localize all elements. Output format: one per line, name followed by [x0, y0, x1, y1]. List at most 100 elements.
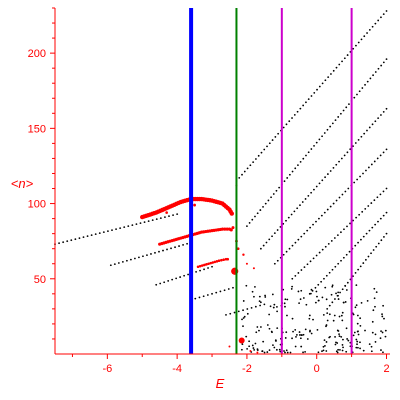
black-point — [174, 246, 176, 249]
axes-layer — [54, 8, 390, 355]
black-point — [254, 305, 257, 308]
black-point — [254, 285, 256, 288]
black-point — [238, 176, 241, 179]
black-point — [380, 239, 383, 242]
black-point — [242, 317, 245, 319]
red-point — [217, 259, 221, 263]
black-point — [385, 10, 388, 12]
black-point — [255, 158, 257, 160]
black-point — [370, 350, 373, 353]
black-point — [291, 117, 293, 119]
black-point — [102, 231, 105, 234]
black-point — [241, 343, 244, 346]
black-point — [330, 293, 333, 296]
black-point — [300, 269, 303, 271]
red-point — [209, 261, 212, 265]
black-point — [329, 170, 332, 172]
black-point — [316, 328, 319, 331]
black-point — [356, 343, 358, 346]
black-point — [283, 180, 286, 183]
black-point — [285, 219, 287, 222]
black-point — [359, 317, 362, 320]
black-point — [294, 328, 297, 331]
black-point — [253, 348, 256, 351]
black-point — [159, 282, 162, 285]
black-point — [263, 148, 266, 151]
red-point — [236, 247, 240, 250]
black-point — [273, 303, 276, 306]
black-point — [302, 157, 305, 160]
black-point — [282, 126, 285, 129]
black-point — [374, 333, 377, 336]
black-point — [175, 277, 178, 280]
black-point — [90, 234, 93, 237]
black-point — [271, 139, 274, 141]
black-point — [337, 291, 340, 294]
black-point — [313, 91, 316, 94]
black-point — [339, 348, 341, 351]
black-point — [341, 60, 343, 63]
y-tick-label: 200 — [28, 48, 46, 60]
black-point — [376, 196, 379, 199]
black-point — [342, 338, 344, 341]
black-point — [131, 224, 134, 227]
black-point — [339, 112, 342, 115]
black-point — [312, 257, 315, 260]
black-point — [355, 284, 358, 286]
x-tick-label: 0 — [314, 363, 320, 375]
black-point — [223, 289, 226, 292]
black-point — [299, 161, 302, 163]
black-point — [260, 151, 263, 154]
black-point — [293, 113, 296, 116]
black-point — [298, 334, 301, 336]
black-point — [380, 349, 382, 351]
black-point — [313, 188, 315, 191]
ticks-layer: -6 -4 -2 0 2 50 100 150 200 — [28, 7, 390, 375]
black-point — [329, 125, 332, 128]
black-point — [371, 320, 374, 323]
black-point — [362, 262, 365, 264]
black-point — [259, 301, 262, 304]
black-point — [332, 319, 335, 322]
red-point — [226, 257, 230, 261]
black-point — [357, 138, 360, 141]
black-point — [371, 331, 374, 334]
black-point — [368, 28, 371, 31]
black-point — [376, 157, 379, 160]
black-point — [367, 205, 370, 207]
black-point — [331, 285, 334, 288]
black-point — [302, 333, 305, 336]
black-point — [356, 314, 359, 317]
black-point — [296, 110, 299, 113]
black-point — [340, 314, 343, 317]
black-point — [276, 229, 279, 231]
x-tick-label: 2 — [383, 363, 389, 375]
red-point — [211, 261, 215, 264]
black-point — [285, 349, 288, 352]
black-point — [333, 237, 336, 239]
black-point — [377, 242, 380, 245]
black-point — [258, 329, 260, 332]
black-point — [312, 223, 314, 226]
black-point — [331, 284, 334, 287]
black-point — [127, 225, 130, 228]
black-point — [291, 337, 293, 340]
points-layer — [54, 10, 388, 354]
black-point — [318, 182, 321, 185]
black-point — [227, 288, 230, 290]
black-point — [336, 342, 339, 344]
black-point — [308, 317, 311, 320]
black-point — [324, 176, 326, 179]
red-point — [205, 263, 208, 266]
black-point — [379, 154, 382, 157]
black-point — [346, 281, 349, 284]
red-point — [196, 265, 200, 269]
black-point — [94, 233, 97, 236]
black-point — [325, 324, 328, 326]
black-point — [334, 298, 336, 300]
black-point — [346, 225, 348, 228]
red-point — [213, 260, 217, 264]
black-point — [318, 138, 321, 141]
black-point — [360, 38, 363, 41]
black-point — [294, 167, 297, 170]
